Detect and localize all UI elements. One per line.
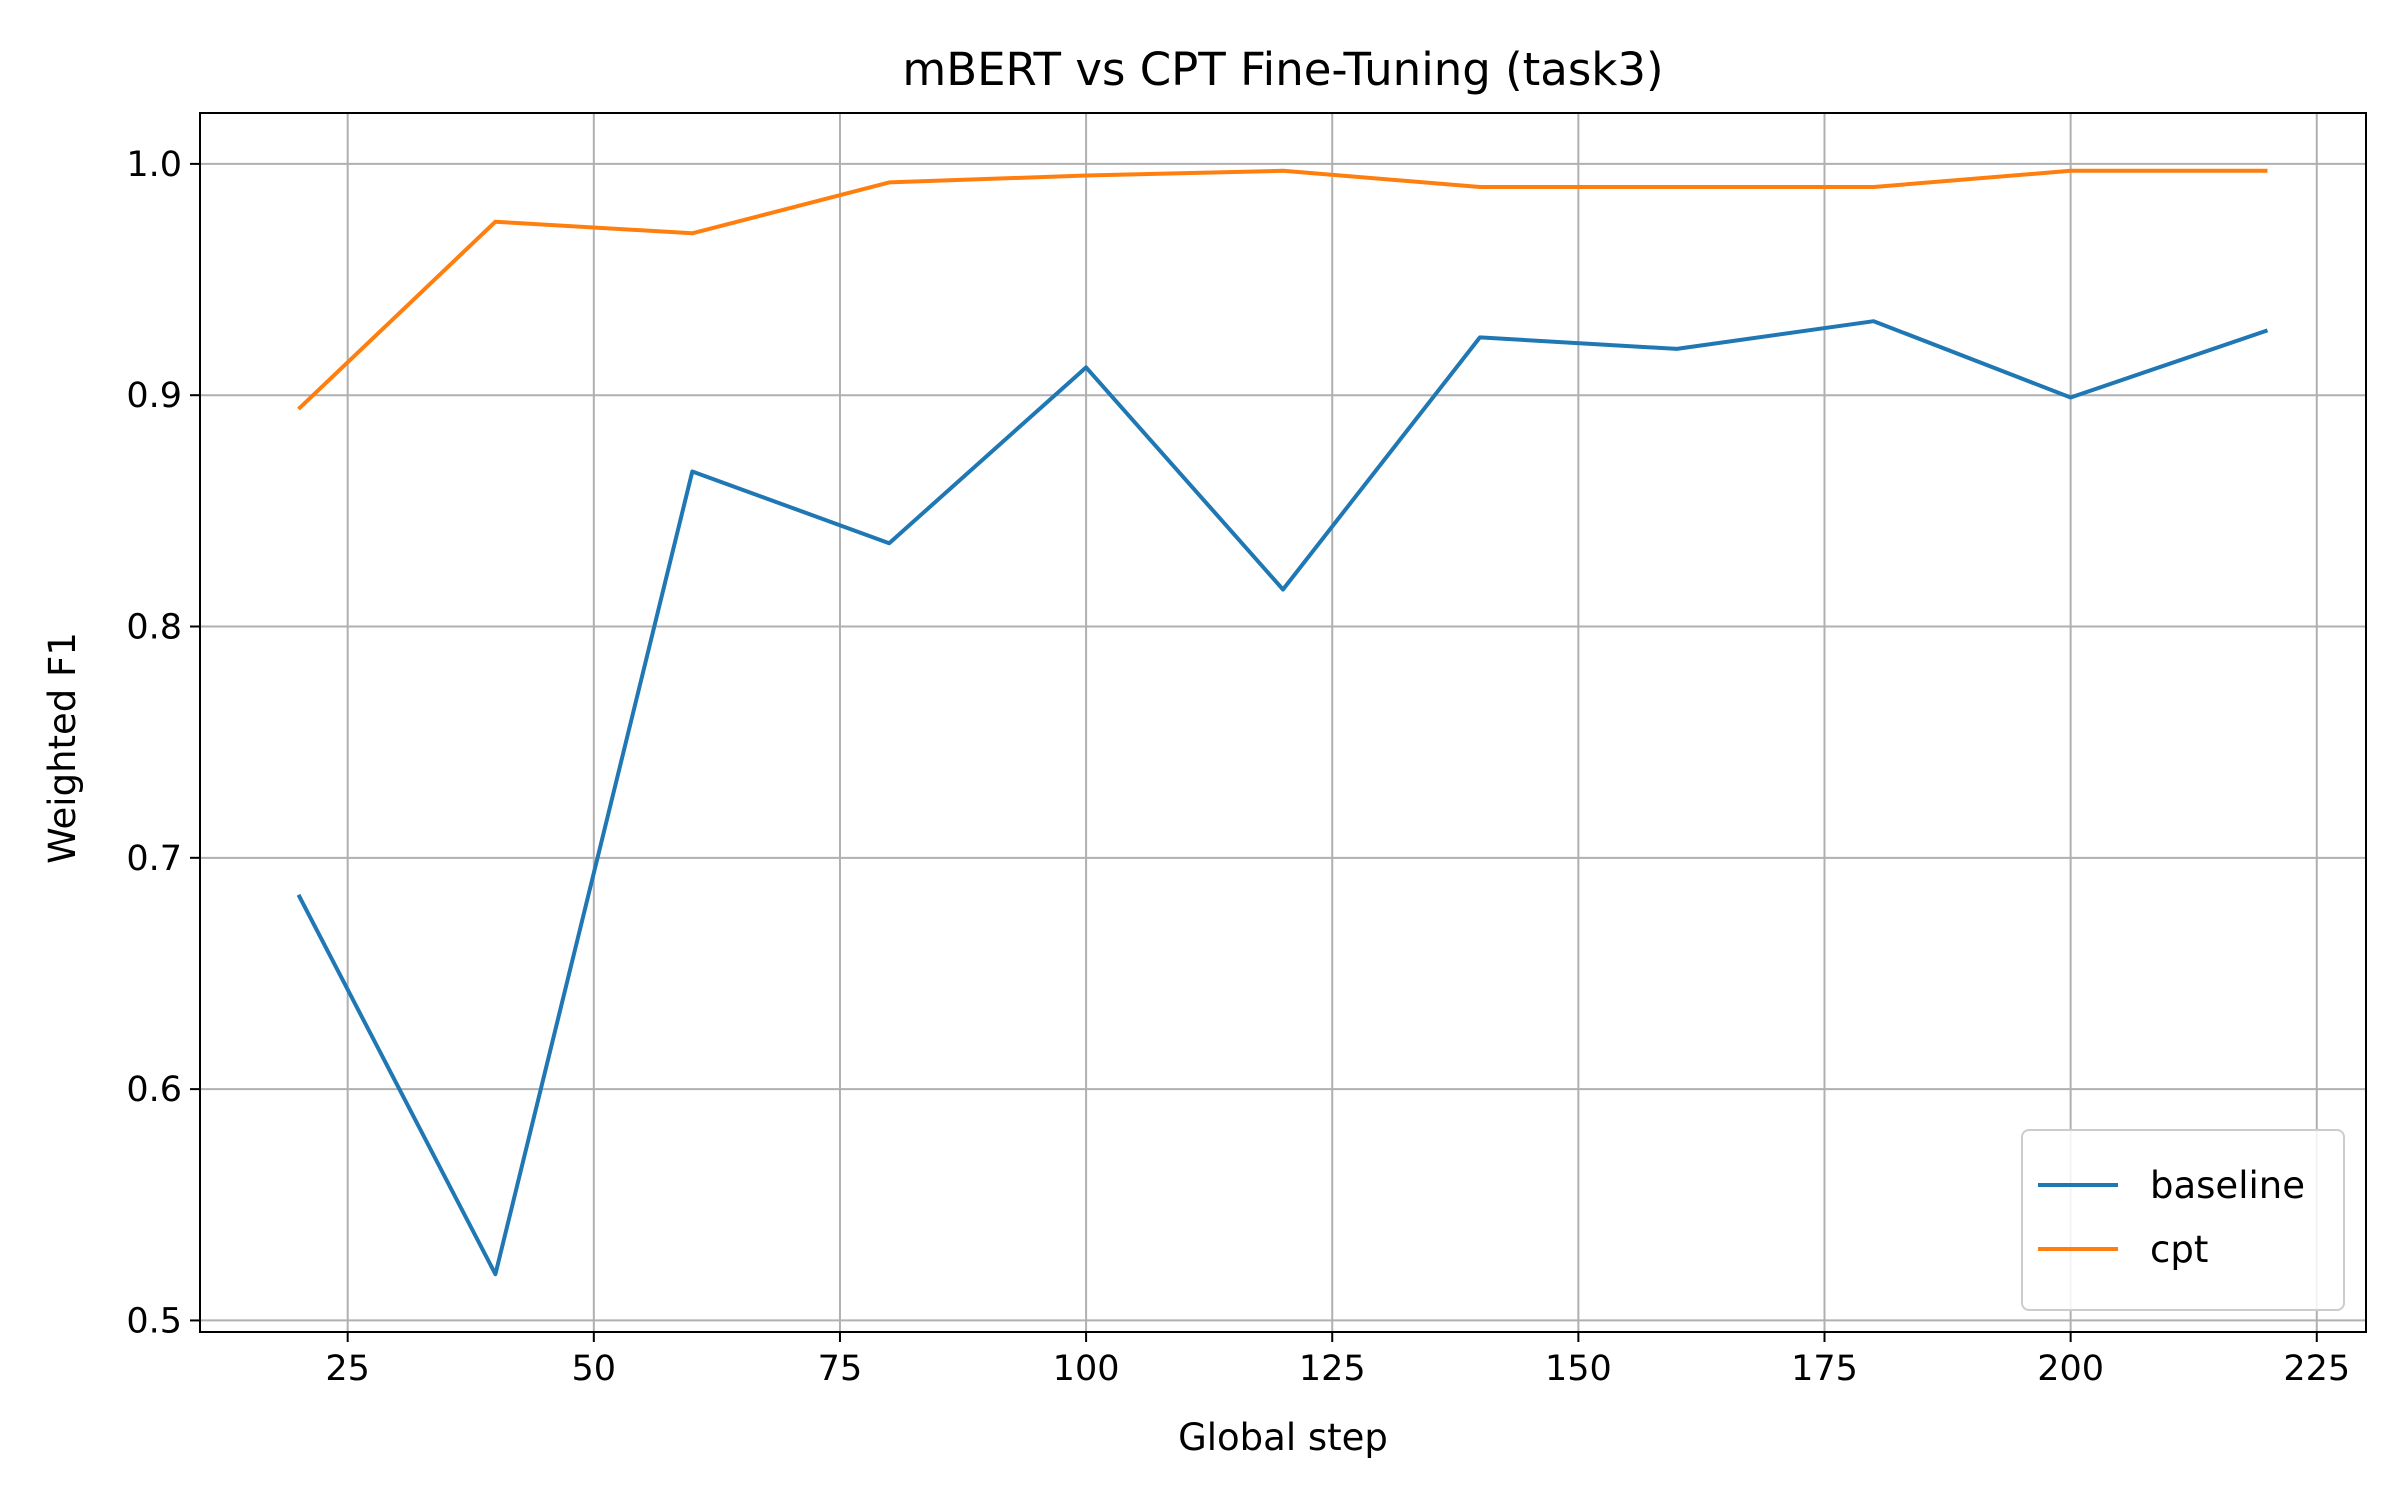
series-line-cpt: [297, 168, 2268, 411]
x-tick-label: 75: [818, 1349, 863, 1389]
legend-box: [2021, 1129, 2345, 1311]
y-tick-label: 0.5: [126, 1301, 182, 1341]
legend: baseline cpt: [2021, 1129, 2345, 1311]
x-tick-label: 50: [572, 1349, 617, 1389]
y-tick-label: 0.7: [126, 839, 182, 879]
y-tick-label: 0.6: [126, 1070, 182, 1110]
x-tick-label: 150: [1545, 1349, 1612, 1389]
plot-area-frame: [199, 112, 2367, 1333]
axis-ticks: 25 50 75 100 125 150 175 200 225 0.5 0.6 0.7 0.8 0.9 1…: [126, 145, 2350, 1389]
y-axis-label: Weighted F1: [41, 632, 84, 864]
x-tick-label: 200: [2037, 1349, 2104, 1389]
x-tick-label: 25: [325, 1349, 370, 1389]
series-lines: [296, 168, 2269, 1277]
series-line-baseline: [296, 319, 2269, 1277]
legend-label-cpt: cpt: [2150, 1228, 2208, 1271]
y-tick-label: 0.8: [126, 608, 182, 648]
x-tick-label: 175: [1791, 1349, 1858, 1389]
x-tick-label: 100: [1053, 1349, 1120, 1389]
grid: [200, 113, 2366, 1332]
y-tick-label: 1.0: [126, 145, 182, 185]
y-tick-label: 0.9: [126, 376, 182, 416]
chart-title: mBERT vs CPT Fine-Tuning (task3): [902, 43, 1663, 96]
x-tick-label: 225: [2283, 1349, 2350, 1389]
x-tick-label: 125: [1299, 1349, 1366, 1389]
legend-label-baseline: baseline: [2150, 1164, 2305, 1207]
x-axis-label: Global step: [1178, 1416, 1388, 1459]
